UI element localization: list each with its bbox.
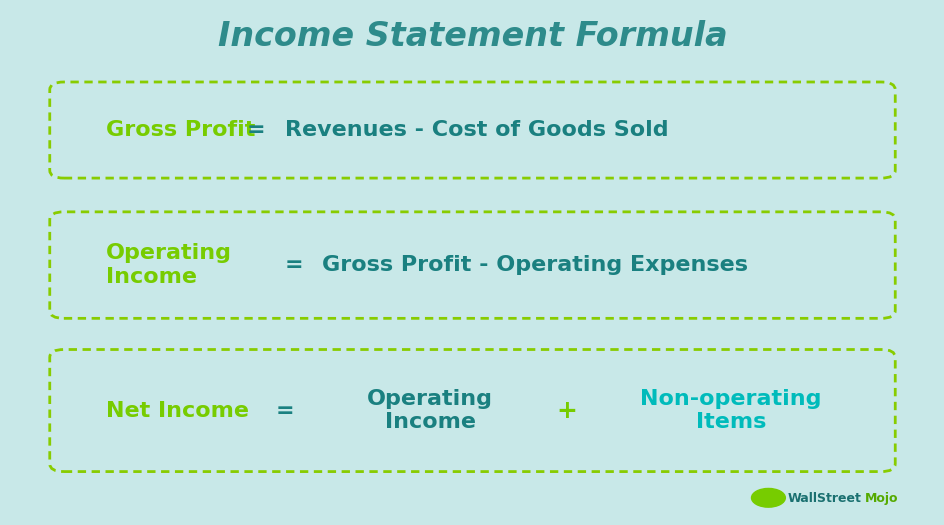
Text: Non-operating
Items: Non-operating Items: [639, 389, 820, 432]
Text: =: =: [275, 401, 294, 421]
FancyBboxPatch shape: [50, 212, 894, 318]
Text: Income Statement Formula: Income Statement Formula: [217, 20, 727, 53]
FancyBboxPatch shape: [50, 350, 894, 471]
Text: =: =: [284, 255, 303, 275]
Text: Operating
Income: Operating Income: [106, 244, 232, 287]
Text: Revenues - Cost of Goods Sold: Revenues - Cost of Goods Sold: [284, 120, 667, 140]
Text: Gross Profit - Operating Expenses: Gross Profit - Operating Expenses: [322, 255, 748, 275]
Text: Gross Profit: Gross Profit: [106, 120, 255, 140]
FancyBboxPatch shape: [50, 82, 894, 178]
Text: Mojo: Mojo: [865, 492, 898, 506]
Text: +: +: [555, 398, 576, 423]
Text: Net Income: Net Income: [106, 401, 249, 421]
Text: Operating
Income: Operating Income: [367, 389, 493, 432]
Text: WallStreet: WallStreet: [786, 492, 860, 506]
Text: =: =: [246, 120, 265, 140]
Circle shape: [750, 488, 784, 507]
